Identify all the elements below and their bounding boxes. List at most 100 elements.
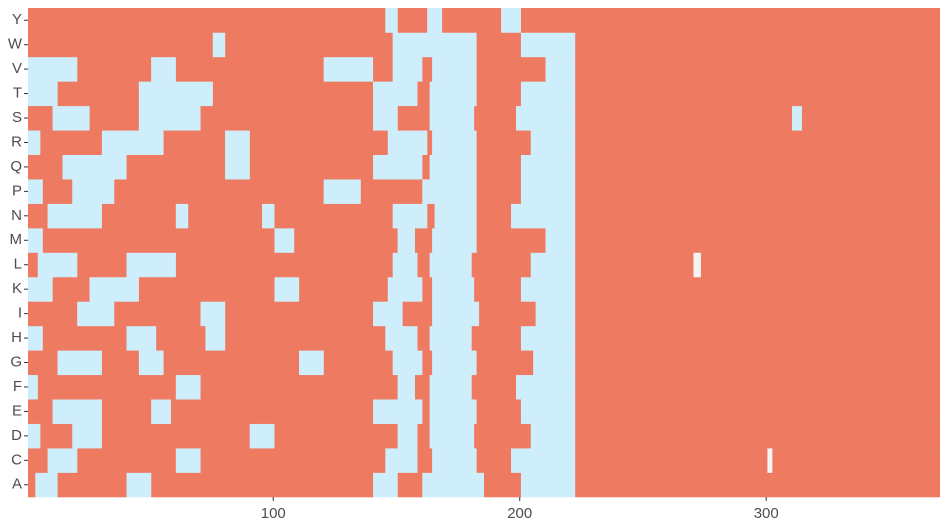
heatmap-cell bbox=[474, 105, 517, 131]
heatmap-cell bbox=[432, 276, 475, 302]
heatmap-cell bbox=[323, 56, 374, 82]
heatmap-cell bbox=[516, 374, 576, 400]
heatmap-cell bbox=[42, 179, 73, 204]
heatmap-cell bbox=[700, 252, 940, 278]
heatmap-cell bbox=[474, 276, 521, 302]
heatmap-cell bbox=[474, 423, 531, 449]
heatmap-cell bbox=[101, 130, 164, 155]
heatmap-cell bbox=[520, 8, 940, 33]
heatmap-cell bbox=[530, 423, 576, 449]
heatmap-cell bbox=[693, 252, 701, 278]
heatmap-cell bbox=[62, 154, 127, 180]
heatmap-cell bbox=[432, 228, 477, 253]
heatmap-cell bbox=[392, 56, 423, 82]
heatmap-cell bbox=[417, 423, 430, 449]
heatmap-cell bbox=[274, 423, 398, 449]
heatmap-cell bbox=[520, 32, 576, 58]
heatmap-cell bbox=[175, 252, 393, 278]
heatmap-cell bbox=[385, 8, 398, 33]
heatmap-cell bbox=[471, 252, 531, 278]
heatmap-cell bbox=[89, 276, 139, 302]
heatmap-cell bbox=[35, 472, 58, 498]
heatmap-cell bbox=[28, 252, 38, 278]
y-tick-label: V bbox=[12, 60, 22, 77]
heatmap-cell bbox=[28, 350, 58, 376]
heatmap-cell bbox=[52, 276, 90, 302]
y-tick-label: Q bbox=[10, 158, 22, 175]
heatmap-cell bbox=[575, 252, 694, 278]
heatmap-cell bbox=[530, 252, 576, 278]
heatmap-cell bbox=[28, 325, 43, 351]
heatmap-cell bbox=[28, 423, 41, 449]
heatmap-cell bbox=[476, 448, 512, 473]
heatmap-cell bbox=[520, 179, 576, 204]
heatmap-cell bbox=[767, 448, 773, 473]
heatmap-cell bbox=[294, 228, 398, 253]
heatmap-cell bbox=[373, 301, 403, 327]
heatmap-cell bbox=[575, 374, 940, 400]
heatmap-cell bbox=[414, 374, 430, 400]
heatmap-cell bbox=[545, 228, 576, 253]
heatmap-cell bbox=[476, 130, 531, 155]
heatmap-cell bbox=[200, 374, 398, 400]
heatmap-cell bbox=[429, 374, 472, 400]
heatmap-cell bbox=[545, 56, 576, 82]
y-tick-label: Y bbox=[12, 11, 22, 28]
heatmap-cell bbox=[476, 81, 521, 107]
heatmap-cell bbox=[188, 203, 263, 229]
heatmap-cell bbox=[138, 105, 201, 131]
heatmap-cell bbox=[28, 105, 53, 131]
heatmap-cell bbox=[52, 399, 102, 424]
heatmap-cell bbox=[434, 203, 477, 229]
heatmap-cell bbox=[225, 154, 250, 180]
heatmap-cell bbox=[417, 325, 430, 351]
heatmap-cell bbox=[429, 105, 475, 131]
heatmap-cell bbox=[575, 228, 940, 253]
heatmap-cell bbox=[28, 81, 58, 107]
heatmap-cell bbox=[772, 448, 940, 473]
heatmap-cell bbox=[575, 105, 793, 131]
heatmap-cell bbox=[28, 399, 53, 424]
heatmap-cell bbox=[323, 350, 393, 376]
heatmap-cell bbox=[225, 32, 393, 58]
heatmap-cell bbox=[397, 374, 415, 400]
heatmap-cell bbox=[427, 130, 433, 155]
heatmap-cell bbox=[170, 399, 374, 424]
y-tick-label: E bbox=[12, 402, 22, 419]
x-tick-label: 300 bbox=[754, 505, 779, 522]
y-tick-label: K bbox=[12, 280, 22, 297]
heatmap-cell bbox=[126, 154, 226, 180]
y-tick-label: N bbox=[11, 207, 22, 224]
y-tick-label: T bbox=[13, 85, 22, 102]
heatmap-cell bbox=[225, 325, 386, 351]
heatmap-cell bbox=[373, 154, 423, 180]
heatmap-cell bbox=[422, 179, 477, 204]
heatmap-cell bbox=[422, 154, 430, 180]
heatmap-cell bbox=[114, 179, 324, 204]
heatmap-cell bbox=[422, 350, 433, 376]
heatmap-cell bbox=[373, 56, 393, 82]
heatmap-cell bbox=[427, 203, 435, 229]
y-tick-label: W bbox=[8, 36, 23, 53]
heatmap-cell bbox=[28, 301, 78, 327]
heatmap-cell bbox=[200, 301, 226, 327]
heatmap-cell bbox=[471, 374, 517, 400]
heatmap-cell bbox=[471, 325, 521, 351]
heatmap-cell bbox=[138, 81, 213, 107]
heatmap-cell bbox=[397, 423, 418, 449]
heatmap-cell bbox=[476, 350, 534, 376]
heatmap-cell bbox=[520, 276, 576, 302]
x-tick-label: 100 bbox=[261, 505, 286, 522]
heatmap-cell bbox=[792, 105, 802, 131]
heatmap-cell bbox=[28, 130, 41, 155]
heatmap-cell bbox=[417, 252, 430, 278]
heatmap-cell bbox=[535, 301, 576, 327]
heatmap-cell bbox=[417, 81, 430, 107]
heatmap-cell bbox=[432, 56, 477, 82]
heatmap-cell bbox=[427, 8, 443, 33]
heatmap-cell bbox=[429, 399, 477, 424]
y-tick-label: A bbox=[12, 476, 22, 493]
heatmap-cell bbox=[151, 56, 176, 82]
y-tick-label: G bbox=[10, 353, 22, 370]
